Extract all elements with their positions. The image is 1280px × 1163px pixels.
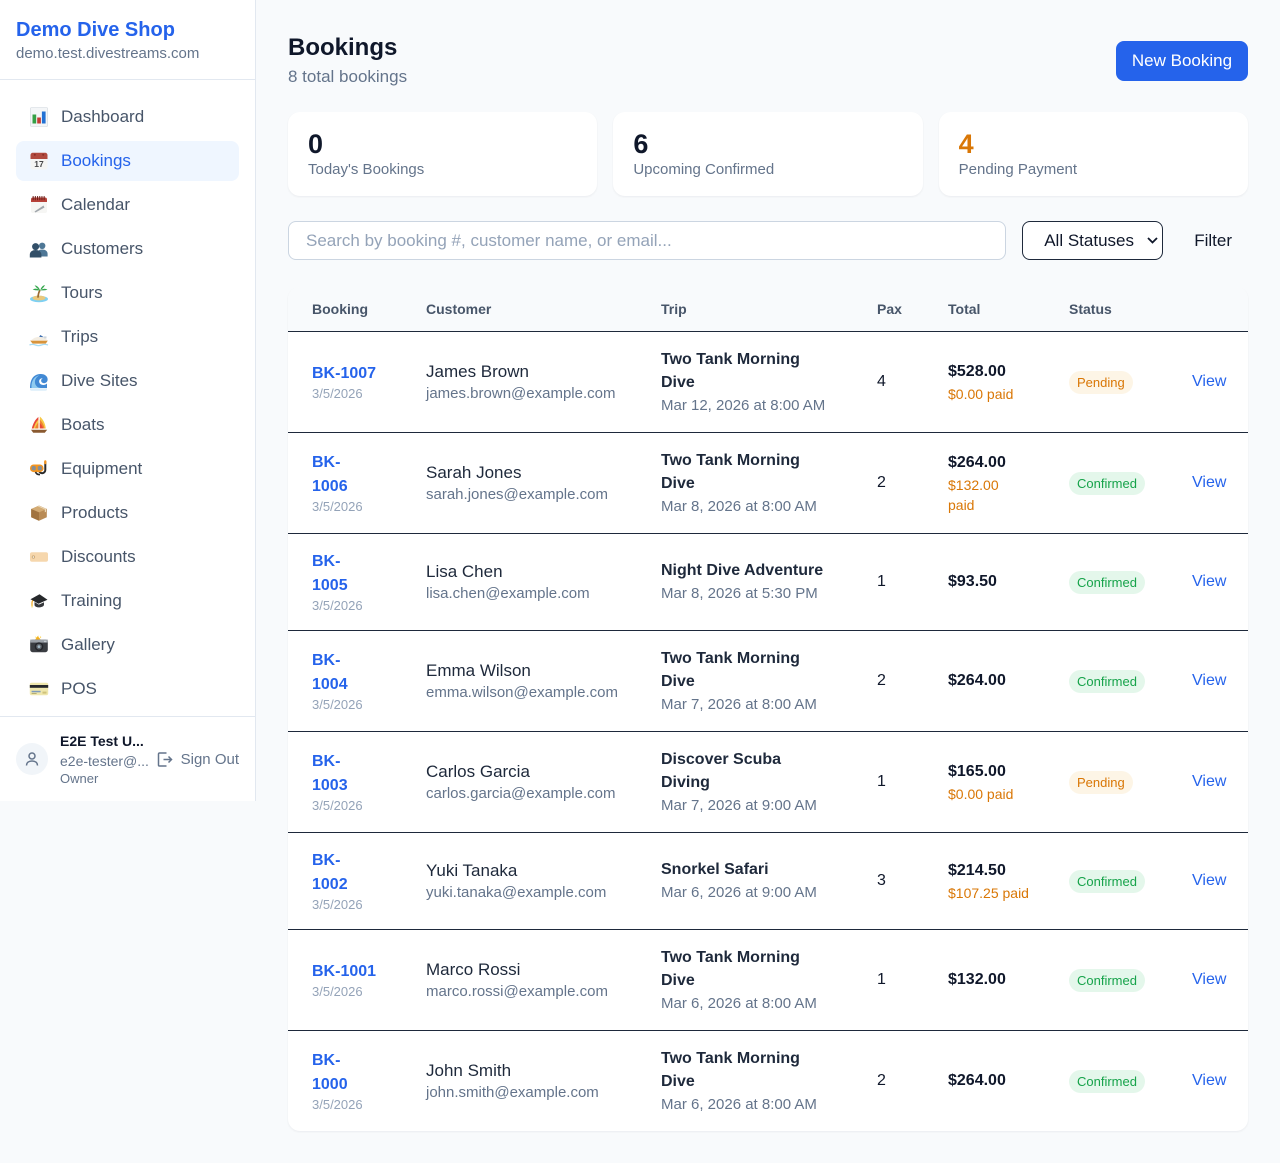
svg-text:17: 17 <box>34 159 44 169</box>
